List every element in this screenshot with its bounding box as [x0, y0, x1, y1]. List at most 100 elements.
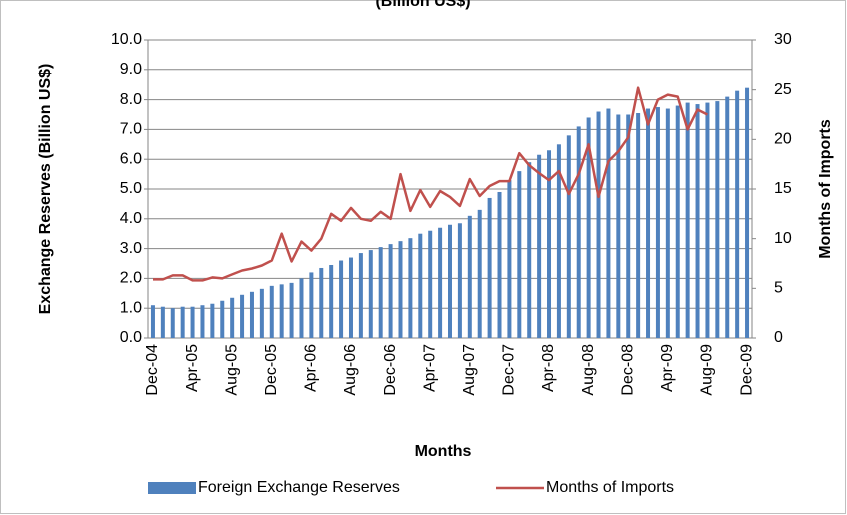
x-tick-label: Apr-05	[184, 344, 201, 392]
x-tick-label: Dec-09	[738, 344, 755, 396]
y-tick-label: 8.0	[120, 91, 142, 108]
bar	[220, 300, 225, 338]
bar	[517, 171, 522, 338]
y-tick-label: 9.0	[120, 61, 142, 78]
bar	[646, 108, 651, 338]
bar	[200, 305, 205, 338]
bar	[368, 250, 373, 338]
bar	[249, 291, 254, 338]
bar	[299, 278, 304, 338]
x-tick-label: Dec-04	[144, 344, 161, 396]
y-tick-label: 2.0	[120, 270, 142, 287]
x-tick-label: Dec-08	[619, 344, 636, 396]
y-tick-label: 3.0	[120, 240, 142, 257]
x-tick-label: Apr-09	[659, 344, 676, 392]
y-tick-label: 10.0	[111, 31, 142, 48]
y-tick-label: 5.0	[120, 180, 142, 197]
bar	[358, 253, 363, 338]
bar	[467, 215, 472, 338]
bar	[408, 238, 413, 338]
bar	[586, 117, 591, 338]
y-tick-label: 0.0	[120, 329, 142, 346]
x-axis-title: Months	[415, 443, 472, 460]
y2-tick-label: 15	[774, 180, 792, 197]
bar	[210, 303, 215, 338]
y2-tick-label: 20	[774, 131, 792, 148]
bar	[438, 227, 443, 338]
bar	[170, 308, 175, 338]
bar	[715, 101, 720, 338]
bar	[695, 104, 700, 338]
chart-title: (Billion US$)	[375, 0, 470, 10]
x-tick-label: Aug-06	[342, 344, 359, 396]
y2-axis-title: Months of Imports	[817, 119, 834, 259]
y2-tick-label: 0	[774, 329, 783, 346]
bar	[339, 260, 344, 338]
x-tick-label: Dec-07	[501, 344, 518, 396]
y2-tick-label: 30	[774, 31, 792, 48]
bar	[289, 282, 294, 338]
bar	[150, 305, 155, 338]
bar	[606, 108, 611, 338]
bar	[675, 105, 680, 338]
y-tick-label: 6.0	[120, 150, 142, 167]
bar	[180, 306, 185, 338]
y2-tick-label: 10	[774, 230, 792, 247]
bar	[616, 114, 621, 338]
bar	[457, 223, 462, 338]
bar	[497, 191, 502, 338]
bar	[319, 267, 324, 338]
bar	[448, 224, 452, 338]
bar	[269, 285, 274, 338]
x-tick-label: Dec-06	[382, 344, 399, 396]
bar	[725, 96, 730, 339]
x-tick-label: Aug-08	[580, 344, 597, 396]
bar	[705, 102, 710, 338]
bar	[507, 180, 512, 338]
x-tick-label: Aug-07	[461, 344, 478, 396]
bar	[537, 154, 542, 338]
bar	[418, 233, 423, 338]
bar	[487, 197, 492, 338]
bar	[655, 107, 660, 338]
bar	[388, 244, 393, 338]
bar	[259, 288, 264, 338]
y-axis-title: Exchange Reserves (Billion US$)	[37, 64, 54, 315]
bar	[685, 102, 690, 338]
y2-tick-label: 25	[774, 81, 792, 98]
bar	[190, 306, 195, 338]
legend-label: Months of Imports	[546, 479, 674, 496]
bar	[160, 306, 165, 338]
x-tick-label: Aug-05	[223, 344, 240, 396]
bar	[378, 247, 383, 338]
bar	[230, 297, 235, 338]
x-tick-label: Apr-07	[421, 344, 438, 392]
bar	[556, 144, 561, 338]
x-tick-label: Aug-09	[699, 344, 716, 396]
bar	[279, 284, 284, 338]
bar	[309, 272, 314, 338]
bar	[626, 114, 631, 338]
bar	[240, 294, 245, 338]
bar	[348, 257, 353, 338]
bar	[636, 113, 641, 338]
bar	[735, 90, 740, 338]
bar	[547, 150, 552, 338]
bar	[745, 87, 750, 339]
x-tick-label: Apr-08	[540, 344, 557, 392]
y-tick-label: 4.0	[120, 210, 142, 227]
bar	[576, 126, 581, 338]
bar	[428, 230, 433, 338]
bar	[329, 264, 334, 338]
x-tick-label: Dec-05	[263, 344, 280, 396]
bar	[527, 162, 532, 338]
y-tick-label: 1.0	[120, 299, 142, 316]
bar	[398, 241, 403, 338]
bar	[566, 135, 571, 338]
x-tick-label: Apr-06	[303, 344, 320, 392]
legend-swatch	[148, 482, 196, 494]
y-tick-label: 7.0	[120, 121, 142, 138]
bar	[477, 209, 482, 338]
